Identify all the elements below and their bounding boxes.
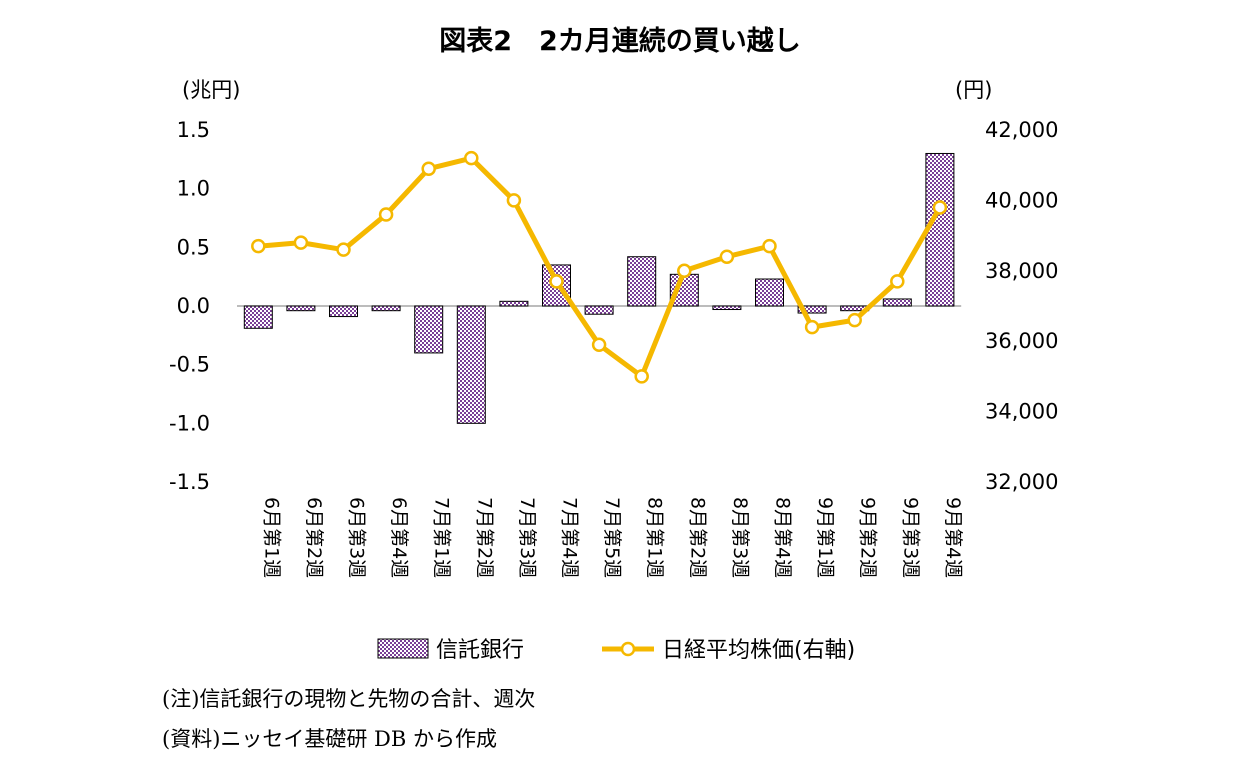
nikkei-points — [251, 150, 948, 384]
nikkei-point — [847, 312, 862, 328]
x-tick-label: 9月第2週 — [857, 497, 879, 578]
bank-bar — [456, 305, 486, 424]
left-tick-label: -1.5 — [169, 470, 210, 494]
nikkei-point — [378, 207, 394, 222]
bank-bar — [925, 152, 955, 307]
nikkei-point — [506, 193, 522, 208]
nikkei-point — [464, 150, 479, 166]
bank-bars — [243, 152, 955, 424]
x-tick-label: 6月第2週 — [303, 497, 325, 578]
nikkei-point — [251, 238, 266, 254]
bank-bar — [882, 298, 912, 307]
footnote-source: (資料)ニッセイ基礎研 DB から作成 — [162, 727, 498, 751]
right-tick-label: 36,000 — [985, 329, 1058, 353]
bank-bar — [499, 300, 529, 307]
x-tick-label: 7月第5週 — [601, 497, 623, 578]
x-tick-label: 6月第1週 — [260, 497, 282, 578]
nikkei-point — [293, 235, 309, 250]
nikkei-point — [890, 274, 905, 289]
left-tick-label: 1.5 — [177, 118, 210, 142]
x-tick-label: 9月第4週 — [942, 497, 964, 578]
right-axis-unit: (円) — [955, 78, 992, 102]
left-tick-label: -1.0 — [169, 411, 210, 435]
left-axis: 1.5 1.0 0.5 0.0 -0.5 -1.0 -1.5 — [169, 118, 210, 494]
left-tick-label: 0.0 — [177, 294, 210, 318]
x-tick-label: 7月第2週 — [473, 497, 495, 578]
bank-bar — [371, 305, 401, 312]
right-tick-label: 40,000 — [985, 188, 1058, 212]
legend-line-marker — [620, 641, 636, 657]
bank-bar — [627, 256, 657, 307]
x-tick-label: 7月第3週 — [516, 497, 538, 578]
right-axis: 42,000 40,000 38,000 36,000 34,000 32,000 — [985, 118, 1058, 494]
nikkei-point — [421, 161, 436, 176]
left-tick-label: -0.5 — [169, 353, 210, 377]
footnote-note: (注)信託銀行の現物と先物の合計、週次 — [162, 687, 536, 711]
bank-bar — [712, 305, 742, 311]
x-tick-label: 7月第1週 — [431, 497, 453, 578]
nikkei-point — [549, 274, 564, 289]
nikkei-point — [932, 200, 948, 215]
nikkei-point — [762, 238, 777, 254]
x-tick-label: 7月第4週 — [559, 497, 581, 578]
legend: 信託銀行 日経平均株価(右軸) — [377, 638, 855, 663]
legend-bar-label: 信託銀行 — [436, 638, 524, 663]
x-tick-label: 9月第3週 — [899, 497, 921, 578]
legend-line-label: 日経平均株価(右軸) — [662, 638, 855, 663]
nikkei-point — [591, 337, 607, 352]
bank-bar — [414, 305, 444, 354]
left-tick-label: 1.0 — [177, 177, 210, 201]
x-tick-label: 8月第3週 — [729, 497, 751, 578]
left-tick-label: 0.5 — [177, 235, 210, 259]
x-tick-label: 8月第2週 — [686, 497, 708, 578]
nikkei-point — [677, 263, 692, 279]
bank-bar — [584, 305, 614, 315]
legend-bar-swatch — [377, 638, 429, 659]
x-tick-label: 6月第3週 — [346, 497, 368, 578]
right-tick-label: 32,000 — [985, 470, 1058, 494]
x-tick-label: 8月第4週 — [772, 497, 794, 578]
x-tick-label: 6月第4週 — [388, 497, 410, 578]
right-tick-label: 38,000 — [985, 259, 1058, 283]
nikkei-point — [719, 249, 735, 264]
right-tick-label: 42,000 — [985, 118, 1058, 142]
x-axis-labels: 6月第1週 6月第2週 6月第3週 6月第4週 7月第1週 7月第2週 7月第3週 7月第4週… — [260, 497, 964, 578]
bank-bar — [286, 305, 316, 312]
x-tick-label: 8月第1週 — [644, 497, 666, 578]
nikkei-point — [804, 319, 820, 335]
x-tick-label: 9月第1週 — [814, 497, 836, 578]
left-axis-unit: (兆円) — [182, 78, 240, 102]
bank-bar — [243, 305, 273, 329]
chart-title: 図表2 2カ月連続の買い越し — [439, 26, 801, 57]
bank-bar — [329, 305, 358, 318]
right-tick-label: 34,000 — [985, 400, 1058, 424]
bank-bar — [797, 305, 827, 314]
nikkei-point — [336, 242, 351, 257]
nikkei-point — [634, 369, 649, 384]
bank-bar — [755, 278, 784, 307]
